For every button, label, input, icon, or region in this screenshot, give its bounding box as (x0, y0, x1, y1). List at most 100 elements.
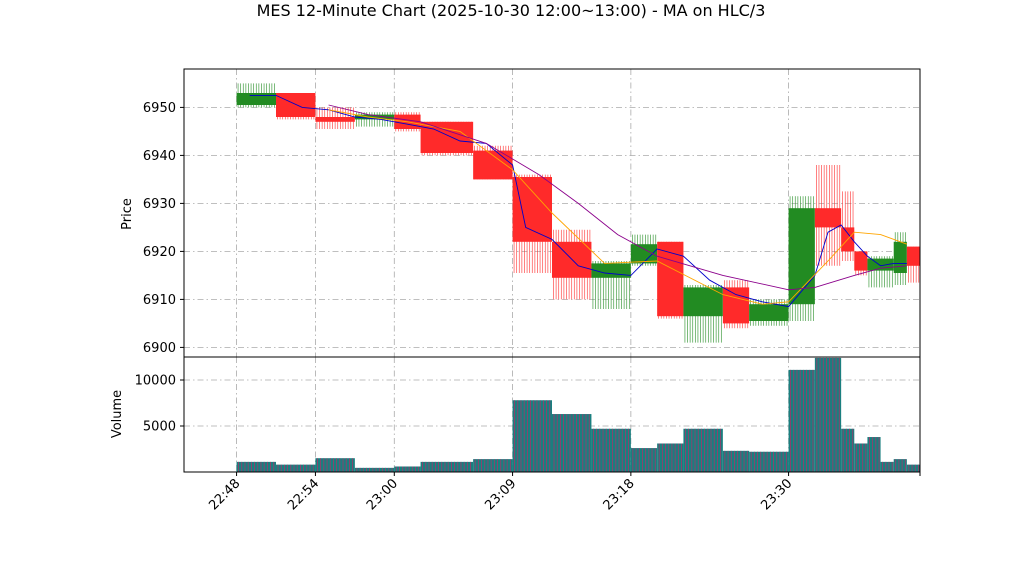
volume-bar (867, 437, 881, 472)
candle-body (814, 208, 842, 228)
volume-bar (236, 461, 276, 472)
volume-bar-fill (354, 467, 395, 472)
volume-bar (893, 459, 907, 472)
candle-body (722, 287, 750, 324)
volume-bar (854, 443, 868, 472)
volume-bar-fill (722, 450, 750, 472)
volume-bar-stripes (790, 369, 814, 472)
volume-bar (354, 467, 395, 472)
volume-bar-fill (630, 448, 658, 472)
volume-bar (814, 357, 842, 472)
volume-bar (657, 443, 684, 472)
candle-body (512, 177, 552, 242)
volume-bar-stripes (395, 466, 420, 472)
candle-down (841, 191, 855, 261)
candle-down (420, 121, 474, 156)
volume-bar-stripes (855, 443, 867, 472)
volume-bar-stripes (356, 467, 393, 472)
volume-bar-fill (591, 428, 631, 472)
volume-tick-label: 5000 (143, 420, 176, 435)
volume-bar-fill (867, 437, 881, 472)
volume-bar-fill (814, 357, 842, 472)
candle-up (749, 299, 789, 326)
candle-body (315, 117, 355, 122)
volume-bar-stripes (882, 461, 893, 472)
volume-bar-fill (657, 443, 684, 472)
volume-bar-stripes (277, 464, 314, 472)
candle-body (236, 93, 276, 105)
candle-body (749, 304, 789, 321)
candle-down (552, 229, 592, 300)
volume-bar-stripes (869, 437, 880, 472)
candle-body (420, 121, 474, 153)
volume-bar (749, 451, 789, 472)
volume-bar (591, 428, 631, 472)
volume-bar-stripes (514, 400, 551, 472)
volume-bar (630, 448, 658, 472)
price-tick-label: 6950 (143, 101, 176, 116)
price-tick-label: 6930 (143, 197, 176, 212)
volume-bar-stripes (422, 461, 471, 472)
price-tick-label: 6940 (143, 149, 176, 164)
volume-bar (788, 369, 815, 472)
candle-body (867, 258, 894, 271)
volume-bar-stripes (553, 414, 590, 472)
volume-axes-frame (183, 356, 921, 473)
volume-bar-fill (315, 458, 355, 472)
candle-down (315, 107, 355, 129)
volume-bar (394, 466, 421, 472)
volume-bar (722, 450, 750, 472)
volume-bar-stripes (593, 428, 630, 472)
volume-bar-stripes (816, 357, 840, 472)
volume-bar-stripes (632, 448, 656, 472)
volume-bar-stripes (724, 450, 748, 472)
marks-layer (236, 83, 920, 472)
volume-bar (841, 428, 855, 472)
candle-body (630, 244, 658, 264)
volume-bar-fill (512, 400, 552, 472)
candle-body (683, 287, 723, 317)
candle-down (473, 145, 513, 180)
candle-body (354, 114, 395, 120)
volume-bar (315, 458, 355, 472)
volume-bar-stripes (750, 451, 787, 472)
candle-down (814, 165, 842, 266)
volume-bar-stripes (685, 428, 722, 472)
candle-down (276, 93, 316, 120)
volume-bar-stripes (238, 461, 275, 472)
moving-average-blue (249, 94, 907, 308)
volume-bar-stripes (895, 459, 906, 472)
volume-axis-label: Volume (110, 390, 125, 438)
volume-bar-fill (906, 464, 920, 472)
volume-bar-fill (854, 443, 868, 472)
candle-body (906, 246, 920, 266)
volume-bar-fill (552, 414, 592, 472)
volume-bar-fill (394, 466, 421, 472)
volume-bar-fill (893, 459, 907, 472)
volume-bar-fill (880, 461, 894, 472)
price-tick-label: 6910 (143, 293, 176, 308)
volume-bar-fill (841, 428, 855, 472)
volume-bar-stripes (658, 443, 682, 472)
volume-bar (420, 461, 474, 472)
price-tick-label: 6900 (143, 341, 176, 356)
volume-bar-stripes (842, 428, 854, 472)
volume-bar (473, 459, 513, 472)
volume-bar (512, 400, 552, 472)
volume-bar (906, 464, 920, 472)
candle-down (722, 280, 750, 329)
volume-bar-fill (473, 459, 513, 472)
candle-down (512, 174, 552, 273)
candle-body (276, 93, 316, 117)
volume-bar-stripes (908, 464, 919, 472)
volume-bar-fill (420, 461, 474, 472)
volume-bar-stripes (474, 459, 511, 472)
volume-bar-fill (236, 461, 276, 472)
candle-body (893, 241, 907, 273)
volume-tick-label: 10000 (135, 374, 176, 389)
price-axis-label: Price (120, 198, 135, 230)
volume-bar-fill (749, 451, 789, 472)
candle-body (657, 241, 684, 317)
